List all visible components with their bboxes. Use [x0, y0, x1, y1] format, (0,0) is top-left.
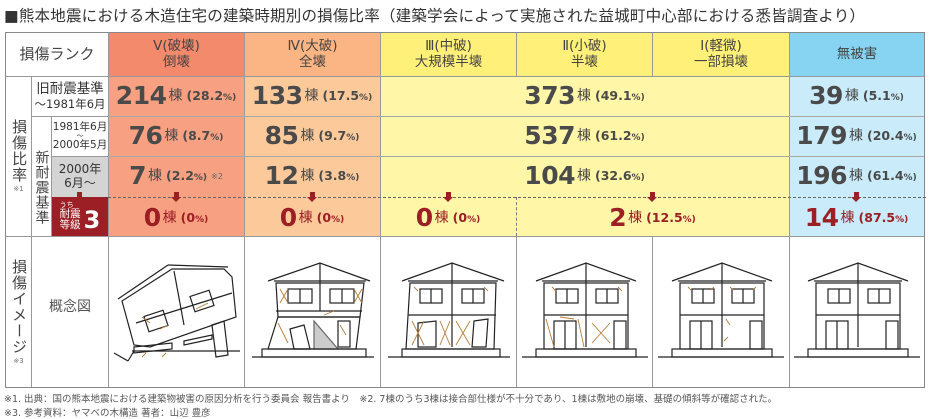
dashed-vertical-divider	[516, 197, 517, 236]
period-2000-label: 2000年 6月～	[51, 156, 108, 197]
mid-rank5-value: 76 棟 (8.7%)	[128, 120, 224, 150]
row-divider	[108, 116, 924, 117]
partially-damaged-house-icon	[652, 236, 789, 387]
damage-image-label: 損傷イメージ ※3	[6, 236, 31, 387]
grade3-rank3-value: 0 棟 (0%)	[415, 203, 481, 233]
header-rank1: Ⅰ(軽微) 一部損壊	[652, 33, 789, 76]
concept-diagram-label: 概念図	[31, 236, 108, 387]
late-rank4-value: 12 棟 (3.8%)	[264, 161, 360, 191]
footnote-2: ※3. 参考資料：ヤマベの木構造 著者：山辺 豊彦	[4, 408, 211, 419]
old-standard-label: 旧耐震基準 ～1981年6月	[31, 76, 108, 116]
header-no-damage: 無被害	[789, 33, 924, 76]
header-rank2: Ⅱ(小破) 半壊	[516, 33, 652, 76]
header-rank5: Ⅴ(破壊) 倒壊	[108, 33, 244, 76]
row-divider	[108, 156, 924, 157]
grade3-no-damage-value: 14 棟 (87.5%)	[804, 203, 909, 233]
half-damaged-house-icon	[516, 236, 652, 387]
damage-ratio-table: 損傷ランク Ⅴ(破壊) 倒壊 Ⅳ(大破) 全壊 Ⅲ(中破) 大規模半壊 Ⅱ(小破…	[5, 32, 926, 388]
mid-rank123-value: 537 棟 (61.2%)	[524, 120, 645, 150]
old-no-damage-value: 39 棟 (5.1%)	[809, 80, 904, 110]
late-rank5-value: 7 棟 (2.2%) ※2	[129, 161, 223, 191]
ratio-label: 損傷比率 ※1	[6, 76, 31, 236]
page-title: ■熊本地震における木造住宅の建築時期別の損傷比率（建築学会によって実施された益城…	[4, 7, 866, 25]
old-rank4-value: 133 棟 (17.5%)	[251, 80, 373, 110]
mid-rank4-value: 85 棟 (9.7%)	[264, 120, 360, 150]
undamaged-house-icon	[789, 236, 924, 387]
major-half-damaged-house-icon	[380, 236, 516, 387]
collapsed-house-icon	[108, 236, 244, 387]
late-no-damage-value: 196 棟 (61.4%)	[796, 161, 917, 191]
mid-no-damage-value: 179 棟 (20.4%)	[796, 120, 917, 150]
new-standard-label: 新耐震基準	[31, 116, 51, 236]
header-rank4: Ⅳ(大破) 全壊	[244, 33, 380, 76]
header-rank-label: 損傷ランク	[6, 33, 108, 76]
grade3-rank5-value: 0 棟 (0%)	[143, 203, 209, 233]
grade3-rank4-value: 0 棟 (0%)	[279, 203, 345, 233]
late-rank123-value: 104 棟 (32.6%)	[524, 161, 645, 191]
dashed-divider	[108, 197, 926, 198]
destroyed-house-icon	[244, 236, 380, 387]
period-1981-2000-label: 1981年6月 ～ 2000年5月	[51, 116, 108, 156]
grade3-rank21-value: 2 棟 (12.5%)	[609, 203, 696, 233]
old-rank123-value: 373 棟 (49.1%)	[524, 80, 645, 110]
old-rank5-value: 214 棟 (28.2%)	[115, 80, 237, 110]
header-rank3: Ⅲ(中破) 大規模半壊	[380, 33, 516, 76]
footnote-1: ※1. 出典：国の熊本地震における建築物被害の原因分析を行う委員会 報告書より …	[4, 394, 778, 405]
seismic-grade3-label: うち 耐震 等級 3	[51, 197, 108, 236]
